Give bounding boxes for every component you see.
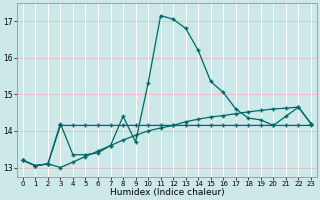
X-axis label: Humidex (Indice chaleur): Humidex (Indice chaleur) [109, 188, 224, 197]
